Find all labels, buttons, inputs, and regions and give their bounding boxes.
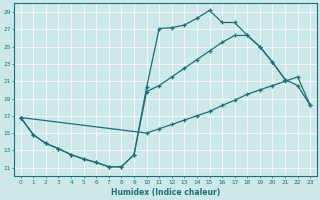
X-axis label: Humidex (Indice chaleur): Humidex (Indice chaleur) [111,188,220,197]
